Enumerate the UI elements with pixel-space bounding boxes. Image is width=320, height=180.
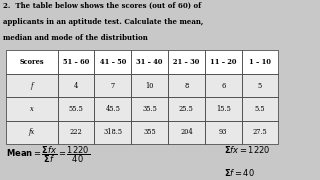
Text: 7: 7 (111, 82, 115, 89)
Text: 5.5: 5.5 (255, 105, 265, 113)
Text: $\boldsymbol{\Sigma}\mathit{f} = 40$: $\boldsymbol{\Sigma}\mathit{f} = 40$ (224, 167, 255, 178)
Text: 93: 93 (219, 128, 228, 136)
Bar (94, 74, 131, 97)
Text: fx: fx (29, 128, 35, 136)
Bar (205, 74, 242, 97)
Bar (205, 50, 242, 74)
Bar (205, 97, 242, 121)
Text: 15.5: 15.5 (216, 105, 231, 113)
Text: x: x (30, 105, 34, 113)
Bar (58, 121, 94, 144)
Text: 55.5: 55.5 (68, 105, 84, 113)
Bar (205, 121, 242, 144)
Bar (168, 97, 205, 121)
Text: 51 – 60: 51 – 60 (63, 58, 89, 66)
Bar (6, 97, 58, 121)
Bar (94, 97, 131, 121)
Bar (58, 97, 94, 121)
Text: 4: 4 (74, 82, 78, 89)
Text: 8: 8 (184, 82, 188, 89)
Bar (131, 97, 168, 121)
Text: $\mathbf{Mean} = \dfrac{\boldsymbol{\Sigma} \mathit{fx}}{\boldsymbol{\Sigma} \ma: $\mathbf{Mean} = \dfrac{\boldsymbol{\Sig… (6, 144, 91, 165)
Text: 31 – 40: 31 – 40 (136, 58, 163, 66)
Text: 45.5: 45.5 (105, 105, 120, 113)
Text: 25.5: 25.5 (179, 105, 194, 113)
Text: 27.5: 27.5 (252, 128, 268, 136)
Bar (131, 121, 168, 144)
Bar (242, 121, 278, 144)
Text: 2.  The table below shows the scores (out of 60) of: 2. The table below shows the scores (out… (3, 2, 201, 10)
Bar (131, 50, 168, 74)
Text: Scores: Scores (20, 58, 44, 66)
Bar (242, 74, 278, 97)
Text: f: f (31, 82, 33, 89)
Text: 204: 204 (180, 128, 193, 136)
Bar (6, 50, 58, 74)
Bar (6, 74, 58, 97)
Bar (168, 74, 205, 97)
Text: median and mode of the distribution: median and mode of the distribution (3, 34, 148, 42)
Bar (6, 121, 58, 144)
Text: 10: 10 (145, 82, 154, 89)
Text: 11 – 20: 11 – 20 (210, 58, 236, 66)
Text: 5: 5 (258, 82, 262, 89)
Text: 1 – 10: 1 – 10 (249, 58, 271, 66)
Text: 222: 222 (70, 128, 82, 136)
Bar (94, 50, 131, 74)
Bar (242, 97, 278, 121)
Bar (168, 50, 205, 74)
Text: 35.5: 35.5 (142, 105, 157, 113)
Bar (168, 121, 205, 144)
Bar (242, 50, 278, 74)
Text: 21 – 30: 21 – 30 (173, 58, 200, 66)
Text: 6: 6 (221, 82, 225, 89)
Text: applicants in an aptitude test. Calculate the mean,: applicants in an aptitude test. Calculat… (3, 18, 204, 26)
Text: $\boldsymbol{\Sigma}\mathit{f}x = 1220$: $\boldsymbol{\Sigma}\mathit{f}x = 1220$ (224, 144, 271, 155)
Bar (58, 50, 94, 74)
Bar (58, 74, 94, 97)
Bar (131, 74, 168, 97)
Text: 318.5: 318.5 (103, 128, 122, 136)
Text: 41 – 50: 41 – 50 (100, 58, 126, 66)
Bar (94, 121, 131, 144)
Text: 355: 355 (143, 128, 156, 136)
